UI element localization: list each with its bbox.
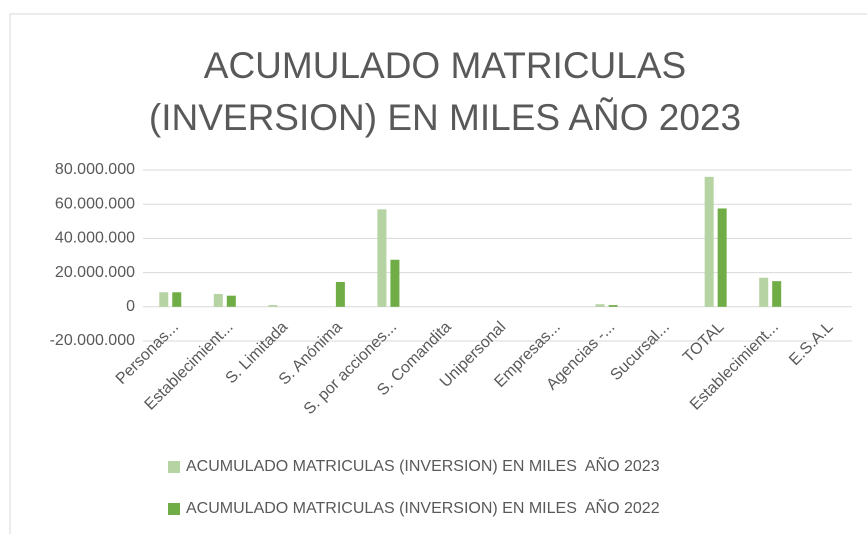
bar — [172, 292, 182, 307]
legend-swatch — [168, 503, 180, 515]
x-tick-label: E.S.A.L — [786, 319, 836, 369]
legend-swatch — [168, 461, 180, 473]
y-tick-label: 80.000.000 — [55, 161, 135, 178]
bar — [390, 259, 400, 307]
bar — [335, 282, 345, 307]
bar — [704, 176, 714, 307]
chart-frame — [9, 13, 867, 534]
x-tick-label: TOTAL — [680, 319, 728, 367]
legend-label: ACUMULADO MATRICULAS (INVERSION) EN MILE… — [186, 455, 660, 475]
chart-title: ACUMULADO MATRICULAS (INVERSION) EN MILE… — [148, 45, 742, 138]
y-tick-label: 0 — [126, 298, 135, 315]
bar — [595, 304, 605, 307]
y-tick-label: 60.000.000 — [55, 195, 135, 212]
y-tick-label: -20.000.000 — [50, 332, 136, 349]
bar — [213, 293, 223, 307]
bar — [717, 208, 727, 307]
y-tick-label: 40.000.000 — [55, 230, 135, 247]
legend-label: ACUMULADO MATRICULAS (INVERSION) EN MILE… — [186, 497, 660, 517]
x-tick-label: S. por acciones... — [301, 319, 400, 418]
bar — [159, 292, 169, 307]
bar — [608, 305, 618, 307]
y-tick-label: 20.000.000 — [55, 264, 135, 281]
x-tick-label: Sucursal... — [607, 319, 672, 384]
bar — [772, 281, 782, 307]
bar — [268, 305, 278, 307]
bar — [377, 209, 387, 307]
bar — [759, 277, 769, 307]
bar — [226, 295, 236, 307]
